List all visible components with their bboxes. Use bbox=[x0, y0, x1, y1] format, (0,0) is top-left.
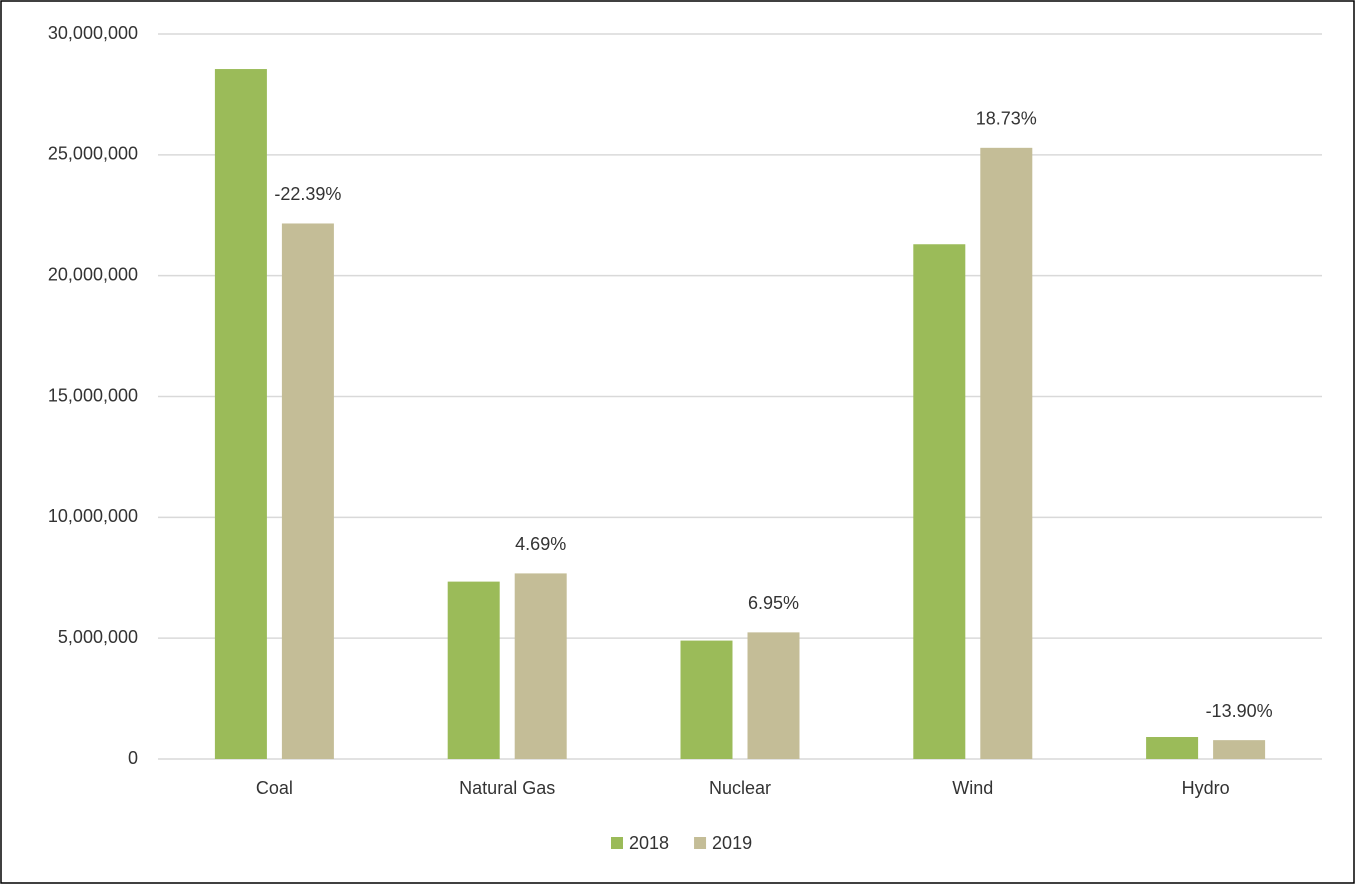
change-label: 4.69% bbox=[515, 534, 566, 554]
legend-label: 2018 bbox=[629, 833, 669, 853]
bar bbox=[747, 632, 800, 759]
legend-swatch bbox=[694, 837, 707, 849]
legend-swatch bbox=[611, 837, 623, 849]
change-label: 18.73% bbox=[976, 109, 1037, 129]
bar bbox=[447, 581, 500, 759]
bar bbox=[1213, 740, 1266, 759]
change-label: -22.39% bbox=[274, 184, 341, 204]
x-tick-label: Hydro bbox=[1182, 778, 1230, 798]
x-tick-label: Nuclear bbox=[709, 778, 771, 798]
y-tick-label: 10,000,000 bbox=[48, 506, 138, 526]
legend-label: 2019 bbox=[712, 833, 752, 853]
y-tick-label: 5,000,000 bbox=[58, 627, 138, 647]
bar bbox=[281, 223, 334, 759]
y-tick-label: 30,000,000 bbox=[48, 23, 138, 43]
bar bbox=[680, 640, 733, 759]
bar bbox=[214, 69, 267, 759]
y-tick-label: 15,000,000 bbox=[48, 385, 138, 405]
bar bbox=[980, 147, 1033, 759]
change-label: 6.95% bbox=[748, 593, 799, 613]
x-tick-label: Coal bbox=[256, 778, 293, 798]
x-tick-label: Wind bbox=[952, 778, 993, 798]
bar bbox=[1146, 737, 1199, 759]
bar bbox=[913, 244, 966, 759]
y-tick-label: 25,000,000 bbox=[48, 144, 138, 164]
bar bbox=[514, 573, 567, 759]
change-label: -13.90% bbox=[1206, 701, 1273, 721]
x-tick-label: Natural Gas bbox=[459, 778, 555, 798]
y-tick-label: 0 bbox=[128, 748, 138, 768]
y-tick-label: 20,000,000 bbox=[48, 264, 138, 284]
